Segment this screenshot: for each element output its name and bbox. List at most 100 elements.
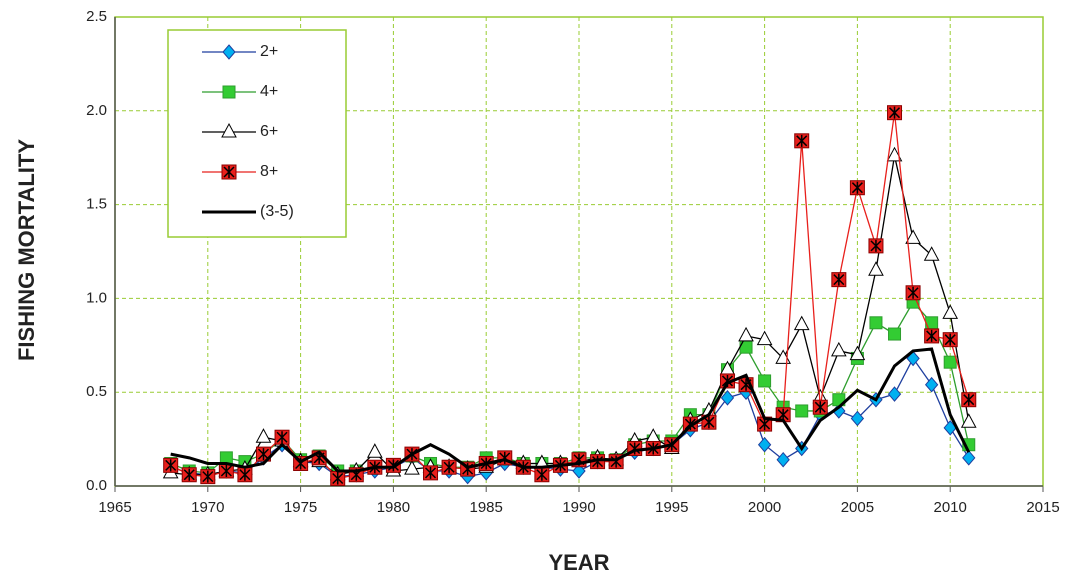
legend-entry: 4+ [202,83,278,100]
marker-star [220,464,232,477]
x-tick-label: 2015 [1026,499,1059,516]
marker-star [963,393,975,406]
marker-star [183,468,195,481]
marker-star [907,286,919,299]
marker-star [276,431,288,444]
y-tick-label: 1.5 [86,196,107,213]
marker [757,436,772,453]
legend-entry: 6+ [202,122,278,140]
legend-text: 4+ [260,83,278,100]
marker [404,460,420,475]
y-tick-label: 0.0 [86,477,107,494]
marker-star [926,329,938,342]
x-tick-label: 1965 [98,499,131,516]
marker [222,44,236,60]
marker [961,392,977,408]
marker-star [703,416,715,429]
marker [534,467,550,483]
marker [887,386,902,402]
marker [441,459,457,475]
series-line [170,301,970,474]
marker-star [332,472,344,485]
marker-star [165,459,177,472]
marker [905,229,921,244]
marker [831,341,847,357]
series-line [170,347,971,473]
marker-star [851,181,863,194]
marker [923,246,940,261]
marker [849,345,866,361]
marker [222,85,236,99]
marker [720,390,735,406]
marker [738,326,754,342]
marker-star [424,466,437,479]
marker-star [796,134,808,147]
marker [924,328,940,344]
marker [367,443,383,458]
marker [962,450,976,466]
marker-star [777,408,789,421]
marker [794,133,810,149]
marker [719,373,735,389]
x-tick-label: 1995 [655,499,688,516]
marker-star [443,461,455,474]
marker [330,470,346,486]
marker [221,164,237,180]
marker [887,105,903,121]
marker [775,407,791,423]
marker-star [239,468,251,481]
marker [218,463,234,479]
marker [850,410,865,427]
marker [163,457,179,473]
legend-text: 8+ [260,163,278,180]
marker [942,304,959,319]
legend-box [167,29,347,238]
marker [960,413,977,428]
marker-star [257,448,270,461]
x-tick-label: 1970 [191,499,224,516]
marker [942,332,958,348]
marker [200,469,216,485]
marker-star [202,470,214,483]
marker [831,272,847,288]
marker [572,463,586,479]
marker [274,429,290,445]
marker-star [536,468,548,481]
marker [869,316,883,330]
marker-star [833,273,845,286]
legend-entry: 2+ [202,43,278,60]
marker [868,238,884,254]
marker [221,122,237,138]
x-tick-label: 1980 [377,499,410,516]
x-tick-label: 2000 [748,499,781,516]
marker-star [759,418,771,431]
x-tick-label: 2010 [934,499,967,516]
marker [812,399,828,415]
marker [905,285,921,301]
marker [255,428,272,443]
marker [943,355,957,369]
y-tick-label: 0.5 [86,383,107,400]
marker-star [814,401,826,414]
marker-star [223,166,235,178]
marker [868,261,884,276]
marker [776,451,790,468]
legend-text: (3-5) [260,203,294,220]
marker [886,146,903,162]
marker [590,454,606,470]
marker [924,376,939,393]
marker [795,404,809,418]
y-axis-title: FISHING MORTALITY [14,139,39,361]
legend-text: 6+ [260,123,278,140]
y-tick-label: 2.0 [86,102,107,119]
marker [756,330,773,346]
x-tick-label: 1985 [470,499,503,516]
legend-entry: 8+ [202,163,278,180]
marker [758,374,772,388]
marker [255,446,271,462]
marker-star [944,333,956,346]
x-tick-label: 2005 [841,499,874,516]
marker [423,465,439,481]
x-tick-label: 1990 [562,499,595,516]
